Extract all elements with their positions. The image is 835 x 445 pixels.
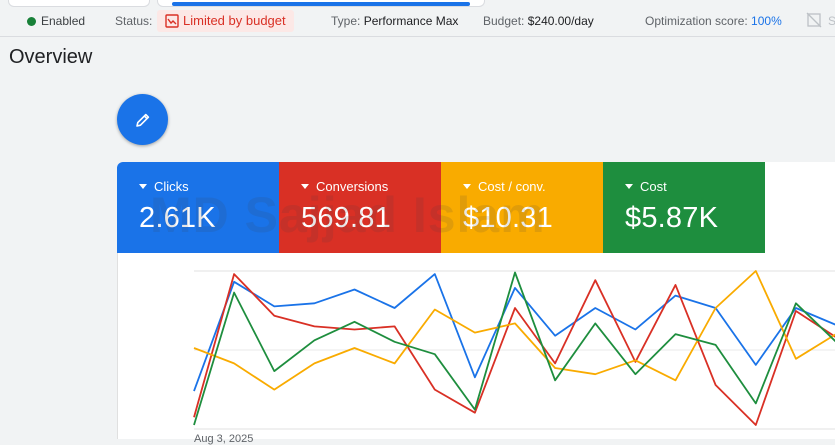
- hidden-image-icon[interactable]: [806, 12, 822, 31]
- budget-value: $240.00/day: [527, 14, 594, 28]
- chart-plot: [193, 270, 835, 430]
- campaign-type: Type: Performance Max: [331, 14, 458, 28]
- optimization-label: Optimization score:: [645, 14, 748, 28]
- scorecard-clicks[interactable]: Clicks 2.61K: [117, 162, 279, 253]
- scorecard-value: $5.87K: [625, 202, 719, 234]
- scorecard-value: 569.81: [301, 202, 391, 234]
- top-tab-strip: [0, 0, 835, 8]
- dropdown-arrow-icon: [463, 184, 471, 189]
- trailing-status-text: S: [828, 14, 835, 28]
- type-label: Type:: [331, 14, 361, 28]
- scorecard-label[interactable]: Conversions: [301, 179, 388, 194]
- scorecard-cost-per-conversion[interactable]: Cost / conv. $10.31: [441, 162, 603, 253]
- active-tab-indicator: [172, 2, 470, 6]
- status-value: Limited by budget: [183, 13, 286, 28]
- scorecard-label[interactable]: Cost / conv.: [463, 179, 546, 194]
- optimization-value: 100%: [751, 14, 782, 28]
- scorecard-row: Clicks 2.61K Conversions 569.81 Cost / c…: [117, 162, 835, 253]
- enabled-dot-icon: [27, 17, 36, 26]
- scorecard-cost[interactable]: Cost $5.87K: [603, 162, 765, 253]
- scorecard-conversions[interactable]: Conversions 569.81: [279, 162, 441, 253]
- enabled-status[interactable]: Enabled: [27, 14, 85, 28]
- type-value: Performance Max: [363, 14, 459, 28]
- campaign-budget[interactable]: Budget: $240.00/day: [483, 14, 594, 28]
- performance-chart[interactable]: Aug 3, 2025: [117, 253, 835, 445]
- budget-label: Budget:: [483, 14, 525, 28]
- dropdown-arrow-icon: [301, 184, 309, 189]
- dropdown-arrow-icon: [625, 184, 633, 189]
- scorecard-label-text: Cost / conv.: [478, 179, 546, 194]
- scorecard-label-text: Clicks: [154, 179, 189, 194]
- scorecard-label-text: Cost: [640, 179, 667, 194]
- page-title: Overview: [9, 46, 93, 68]
- pencil-icon: [135, 113, 149, 127]
- edit-button[interactable]: [117, 94, 168, 145]
- series-line-0: [193, 273, 835, 392]
- active-tab-stub[interactable]: [157, 0, 485, 7]
- enabled-label: Enabled: [41, 14, 86, 28]
- budget-trend-icon: [165, 14, 179, 28]
- scorecard-label[interactable]: Clicks: [139, 179, 189, 194]
- scorecard-label[interactable]: Cost: [625, 179, 667, 194]
- scorecard-label-text: Conversions: [316, 179, 389, 194]
- series-line-2: [193, 270, 835, 391]
- series-line-3: [193, 271, 835, 426]
- scorecard-value: $10.31: [463, 202, 553, 234]
- dropdown-arrow-icon: [139, 184, 147, 189]
- campaign-tab-stub[interactable]: [8, 0, 150, 7]
- status-label: Status:: [115, 14, 153, 28]
- campaign-status-bar: Enabled Status: Limited by budget Type: …: [0, 8, 835, 37]
- x-axis-start-label: Aug 3, 2025: [194, 433, 254, 445]
- limited-by-budget-chip[interactable]: Limited by budget: [157, 10, 294, 32]
- series-line-1: [193, 273, 835, 426]
- optimization-score[interactable]: Optimization score: 100%: [645, 14, 782, 28]
- scorecard-value: 2.61K: [139, 202, 216, 234]
